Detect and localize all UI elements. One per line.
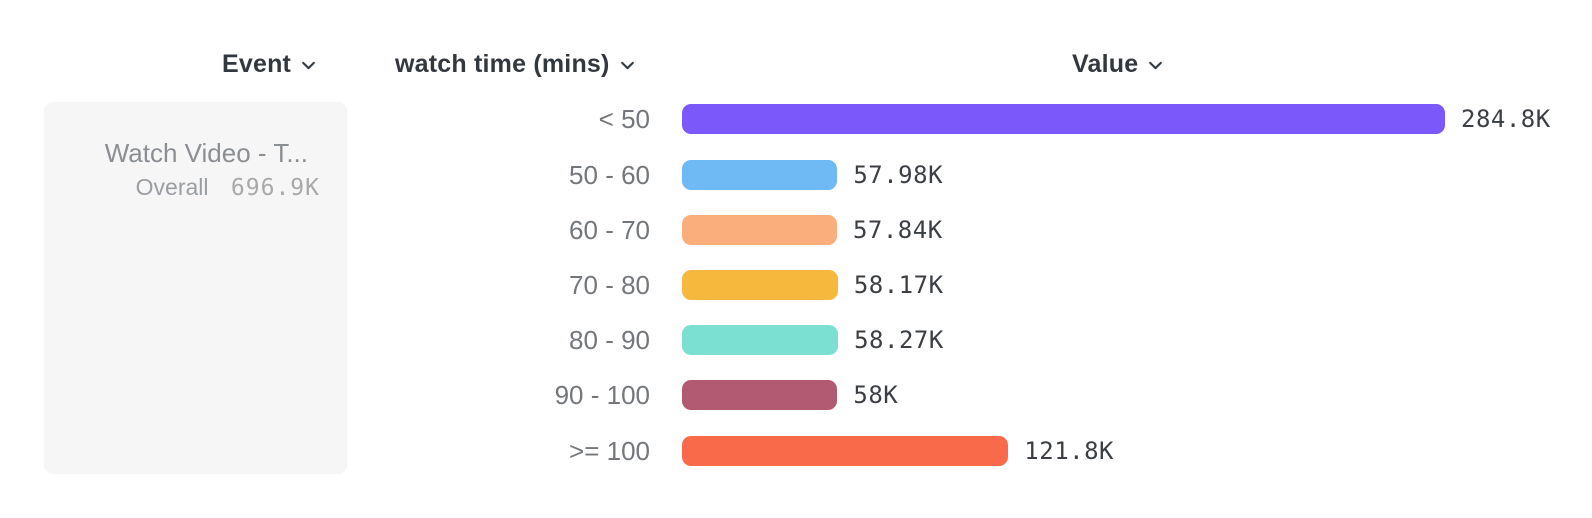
chevron-down-icon: [1147, 52, 1164, 80]
chevron-down-icon: [300, 52, 317, 80]
overall-value: 696.9K: [230, 175, 320, 201]
event-card-text: Watch Video - T... Overall 696.9K: [105, 138, 320, 202]
category-label: >= 100: [569, 436, 650, 466]
bar-row: 50 - 60 57.98K: [0, 160, 1592, 190]
bar-segment[interactable]: [682, 104, 1445, 134]
category-label: 90 - 100: [554, 380, 650, 410]
event-title: Watch Video - T...: [104, 138, 308, 168]
bar-segment[interactable]: [682, 270, 838, 300]
bar-segment[interactable]: [682, 436, 1009, 466]
event-column-label: Event: [222, 50, 292, 78]
overall-label: Overall: [135, 174, 209, 200]
category-label: 60 - 70: [569, 215, 650, 245]
bar-value-label: 284.8K: [1461, 105, 1551, 133]
event-column-dropdown[interactable]: Event: [222, 48, 317, 80]
bar-value-label: 57.84K: [852, 216, 943, 244]
breakdown-column-label: watch time (mins): [395, 50, 610, 78]
category-label: < 50: [598, 104, 650, 134]
bar-row: 60 - 70 57.84K: [0, 215, 1592, 245]
bar-value-label: 57.98K: [853, 161, 944, 189]
breakdown-column-dropdown[interactable]: watch time (mins): [395, 48, 636, 80]
category-label: 70 - 80: [569, 270, 650, 300]
value-column-label: Value: [1072, 50, 1139, 78]
bar-segment[interactable]: [682, 380, 838, 410]
event-overall-line: Overall 696.9K: [105, 174, 320, 202]
bar-value-label: 58.27K: [854, 326, 944, 354]
category-label: 80 - 90: [569, 325, 650, 355]
category-label: 50 - 60: [569, 160, 650, 190]
bar-segment[interactable]: [682, 215, 837, 245]
bar-row: 90 - 100 58K: [0, 380, 1592, 410]
bar-row: >= 100 121.8K: [0, 436, 1592, 466]
chevron-down-icon: [619, 52, 636, 80]
bar-value-label: 121.8K: [1024, 437, 1114, 465]
bar-row: 70 - 80 58.17K: [0, 270, 1592, 300]
bar-row: 80 - 90 58.27K: [0, 325, 1592, 355]
bar-value-label: 58.17K: [853, 271, 944, 299]
bar-segment[interactable]: [682, 160, 838, 190]
bar-segment[interactable]: [682, 325, 839, 355]
value-column-dropdown[interactable]: Value: [1072, 48, 1164, 80]
bar-value-label: 58K: [853, 381, 899, 409]
event-card[interactable]: Watch Video - T... Overall 696.9K: [44, 102, 347, 474]
bar-row: < 50 284.8K: [0, 104, 1592, 134]
